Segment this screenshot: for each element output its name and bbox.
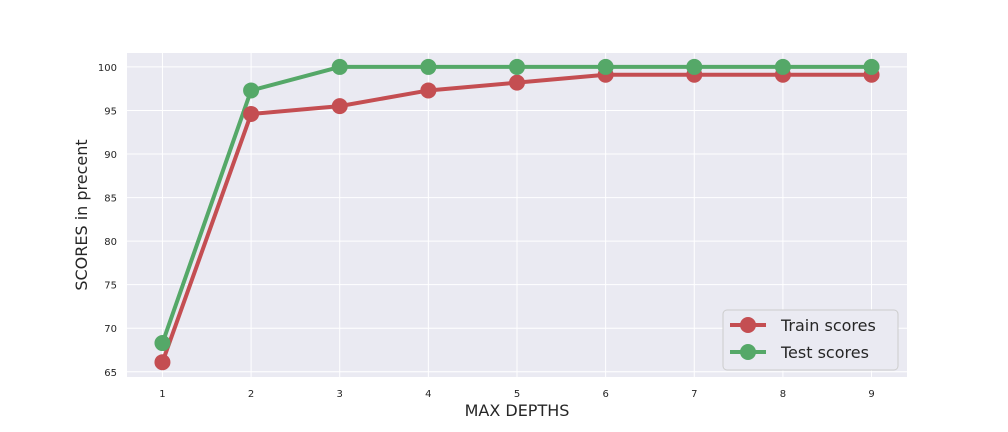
y-tick-label: 80 bbox=[104, 237, 117, 248]
y-tick-label: 90 bbox=[104, 150, 117, 161]
data-point-test-scores bbox=[243, 82, 260, 99]
data-point-test-scores bbox=[774, 58, 791, 75]
series-points bbox=[154, 58, 880, 371]
data-point-test-scores bbox=[863, 58, 880, 75]
y-tick-label: 100 bbox=[98, 63, 117, 74]
data-point-train-scores bbox=[154, 354, 171, 371]
legend-label-test: Test scores bbox=[780, 343, 869, 362]
data-point-test-scores bbox=[154, 335, 171, 352]
y-tick-label: 85 bbox=[104, 194, 117, 205]
y-tick-labels: 65 70 75 80 85 90 95 100 bbox=[98, 63, 117, 379]
legend-label-train: Train scores bbox=[780, 316, 876, 335]
x-tick-labels: 1 2 3 4 5 6 7 8 9 bbox=[159, 389, 874, 400]
x-tick-label: 6 bbox=[602, 389, 608, 400]
x-tick-label: 1 bbox=[159, 389, 165, 400]
x-tick-label: 7 bbox=[691, 389, 697, 400]
data-point-train-scores bbox=[331, 98, 348, 115]
y-tick-label: 75 bbox=[104, 281, 117, 292]
x-tick-label: 2 bbox=[248, 389, 254, 400]
data-point-test-scores bbox=[597, 58, 614, 75]
grid bbox=[127, 53, 907, 377]
y-tick-label: 95 bbox=[104, 106, 117, 117]
legend-marker-train bbox=[740, 317, 756, 333]
x-tick-label: 5 bbox=[514, 389, 520, 400]
legend-marker-test bbox=[740, 344, 756, 360]
data-point-train-scores bbox=[420, 82, 437, 99]
data-point-train-scores bbox=[509, 74, 525, 91]
x-tick-label: 3 bbox=[337, 389, 343, 400]
y-tick-label: 70 bbox=[104, 324, 117, 335]
x-tick-label: 9 bbox=[868, 389, 874, 400]
legend-box bbox=[722, 309, 899, 371]
data-point-test-scores bbox=[331, 58, 348, 75]
x-tick-label: 4 bbox=[425, 389, 431, 400]
data-point-train-scores bbox=[243, 105, 260, 122]
x-axis-label: MAX DEPTHS bbox=[465, 401, 570, 420]
y-axis-label: SCORES in precent bbox=[72, 139, 91, 290]
data-point-test-scores bbox=[509, 58, 525, 75]
data-point-test-scores bbox=[420, 58, 437, 75]
legend: Train scores Test scores bbox=[722, 309, 899, 371]
data-point-test-scores bbox=[686, 58, 703, 75]
y-tick-label: 65 bbox=[104, 368, 117, 379]
x-tick-label: 8 bbox=[780, 389, 786, 400]
